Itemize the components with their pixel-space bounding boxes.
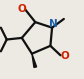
Text: O: O bbox=[60, 51, 69, 61]
Text: N: N bbox=[49, 20, 58, 29]
Polygon shape bbox=[32, 54, 37, 67]
Text: O: O bbox=[17, 4, 26, 14]
